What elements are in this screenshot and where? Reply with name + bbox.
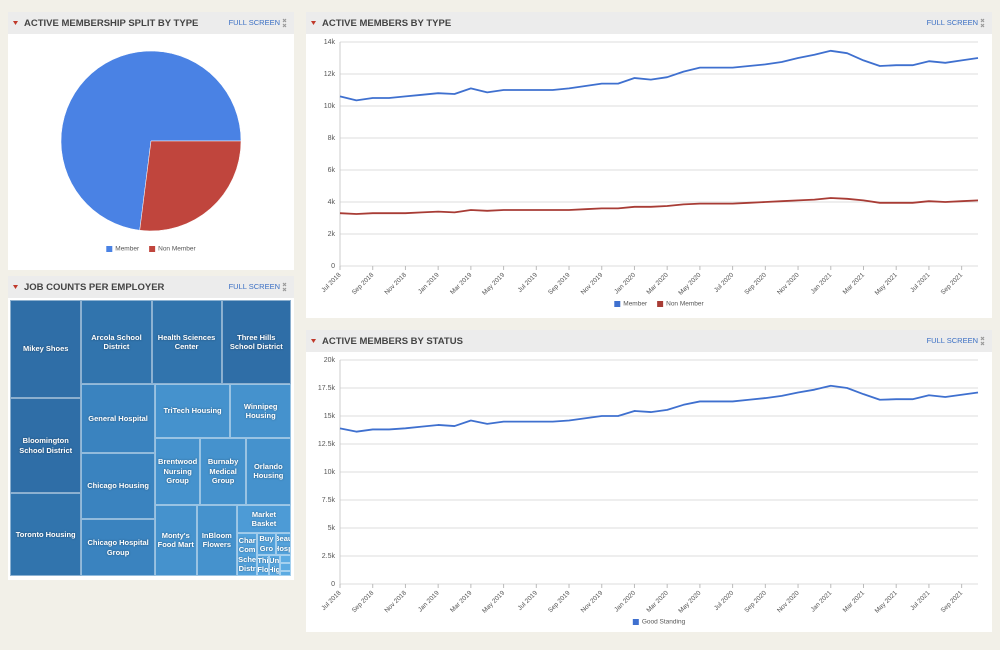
y-tick-label: 8k [328,135,336,142]
legend-swatch [657,301,664,307]
y-tick-label: 0 [331,263,335,270]
y-tick-label: 14k [324,39,336,46]
y-tick-label: 12k [324,71,336,78]
y-tick-label: 17.5k [318,385,336,392]
legend-swatch [614,301,621,307]
treemap-cell: Bloomington School District [10,397,82,494]
treemap-cell: Health Sciences Center [151,300,222,385]
treemap-cell: General Hospital [81,384,155,454]
y-tick-label: 2.5k [322,553,336,560]
treemap-cell: Buy Gro [257,533,276,555]
collapse-icon [311,339,316,343]
collapse-icon [311,21,316,25]
collapse-icon [13,21,18,25]
treemap-cell: Monty's Food Mart [154,504,197,576]
y-tick-label: 10k [324,103,336,110]
treemap-cell [279,563,291,571]
full-screen-icon [282,282,287,292]
panel-title: ACTIVE MEMBERSHIP SPLIT BY TYPE [24,18,198,29]
treemap-cell: TriTech Housing [154,384,231,438]
legend-swatch [149,246,156,252]
y-tick-label: 4k [328,199,336,206]
y-tick-label: 15k [324,413,336,420]
legend-label: Member [623,301,648,308]
series-line [339,49,979,102]
pie-slice [139,140,242,232]
treemap-cell: Chicago Housing [81,453,155,520]
full-screen-icon [980,336,985,346]
full-screen-button[interactable]: FULL SCREEN [229,282,280,291]
y-tick-label: 7.5k [322,497,336,504]
treemap-cell: Char Com Sche Distr [236,533,258,576]
series-line [339,197,979,215]
treemap-cell: Thi Flo [257,554,269,576]
y-tick-label: 20k [324,357,336,364]
treemap-cell: Winnipeg Housing [230,384,291,438]
panel-title: JOB COUNTS PER EMPLOYER [24,282,165,293]
y-tick-label: 0 [331,581,335,588]
legend-label: Non Member [158,246,196,253]
treemap-cell [279,554,291,564]
collapse-icon [13,285,18,289]
pie-slice [60,50,242,231]
treemap-cell: Beau Hosp [275,533,291,555]
full-screen-button[interactable]: FULL SCREEN [229,18,280,27]
treemap-cell: Market Basket [236,504,291,534]
panel-header [8,12,294,34]
series-line [339,384,979,433]
y-tick-label: 10k [324,469,336,476]
legend-label: Member [115,246,140,253]
y-tick-label: 5k [328,525,336,532]
y-tick-label: 12.5k [318,441,336,448]
panel-header [306,330,992,352]
treemap-cell: Burnaby Medical Group [200,437,246,505]
treemap-cell: Three Hills School District [221,300,291,385]
panel [306,12,992,318]
full-screen-button[interactable]: FULL SCREEN [927,336,978,345]
treemap-cell: Arcola School District [81,300,152,385]
treemap-cell: Toronto Housing [10,493,82,576]
full-screen-icon [282,18,287,28]
y-tick-label: 6k [328,167,336,174]
full-screen-button[interactable]: FULL SCREEN [927,18,978,27]
treemap-cell: Un Hig [268,554,280,576]
treemap-cell: Brentwood Nursing Group [154,437,201,505]
panel-header [306,12,992,34]
treemap-cell [279,570,291,576]
legend-swatch [632,619,639,625]
panel-title: ACTIVE MEMBERS BY STATUS [322,336,463,347]
panel-header [8,276,294,298]
legend-label: Non Member [666,301,704,308]
treemap-cell: Orlando Housing [245,437,291,505]
panel-title: ACTIVE MEMBERS BY TYPE [322,18,451,29]
legend-swatch [106,246,113,252]
treemap-cell: Chicago Hospital Group [81,519,155,576]
panel [306,330,992,632]
y-tick-label: 2k [328,231,336,238]
full-screen-icon [980,18,985,28]
legend-label: Good Standing [642,619,686,626]
treemap-cell: InBloom Flowers [196,504,237,576]
treemap-cell: Mikey Shoes [10,300,82,398]
